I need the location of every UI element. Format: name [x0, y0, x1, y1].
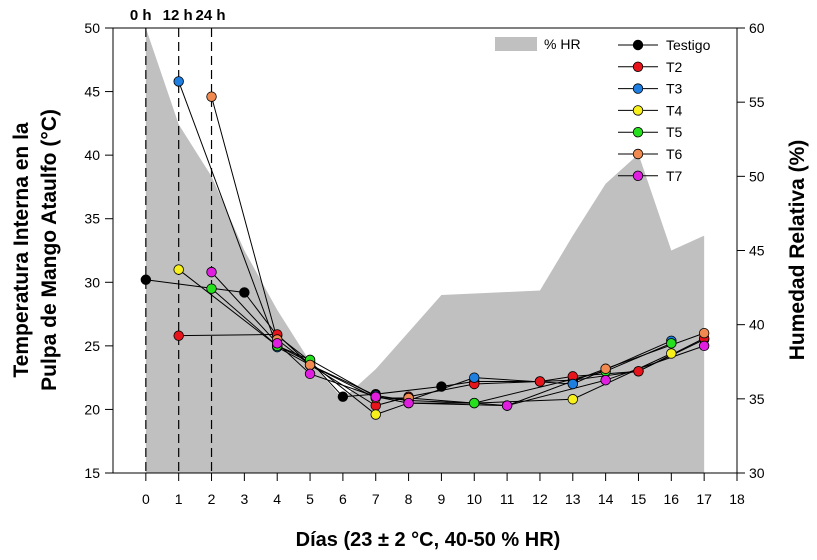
- x-tick-label-1: 1: [175, 491, 183, 507]
- point-Testigo-4: [337, 391, 349, 402]
- y-axis-title-line1: Temperatura Interna en la: [10, 122, 33, 378]
- x-tick-label-0: 0: [142, 491, 150, 507]
- y2-axis-title: Humedad Relativa (%): [786, 140, 809, 361]
- point-T6-6: [600, 363, 611, 374]
- humidity-area: [145, 28, 705, 473]
- x-tick-label-15: 15: [631, 491, 647, 507]
- series-layer: [140, 76, 710, 420]
- point-T6-0: [206, 91, 217, 102]
- point-T3-6: [567, 378, 578, 390]
- legend-label-T2: T2: [666, 59, 683, 75]
- time-marker-label-1: 12 h: [163, 7, 193, 24]
- y2-tick-label-2: 40: [749, 317, 765, 333]
- point-T2-8: [633, 366, 644, 377]
- x-tick-label-8: 8: [405, 491, 413, 507]
- legend-label-Testigo: Testigo: [666, 37, 711, 53]
- point-T4-6: [567, 394, 578, 405]
- point-T3-5: [469, 372, 480, 383]
- legend-marker-T3: [632, 83, 644, 94]
- y-tick-label-5: 40: [84, 147, 100, 163]
- point-T7-3: [370, 391, 381, 402]
- legend-label-hr: % HR: [544, 36, 581, 52]
- y2-tick-label-1: 35: [749, 391, 765, 407]
- time-marker-label-0: 0 h: [130, 7, 152, 24]
- legend-marker-T4: [632, 105, 644, 116]
- y2-tick-label-5: 55: [749, 94, 765, 110]
- y2-tick-label-6: 60: [749, 20, 765, 36]
- legend-label-T5: T5: [666, 124, 683, 140]
- y2-tick-label-3: 45: [749, 243, 765, 259]
- time-marker-layer: 0 h 12 h 24 h: [130, 7, 226, 473]
- x-tick-label-6: 6: [339, 491, 347, 507]
- point-T4-7: [666, 348, 677, 359]
- y-tick-label-0: 15: [84, 465, 100, 481]
- legend-label-T4: T4: [666, 102, 683, 118]
- legend-label-T3: T3: [666, 81, 683, 97]
- y2-tick-label-0: 30: [749, 465, 765, 481]
- point-T5-7: [666, 338, 677, 349]
- humidity-area-layer: [145, 28, 705, 473]
- point-T6-7: [698, 327, 710, 339]
- x-tick-label-5: 5: [306, 491, 314, 507]
- point-T7-5: [501, 400, 513, 411]
- series-line-T6: [211, 96, 705, 407]
- x-tick-label-9: 9: [438, 491, 446, 507]
- x-axis-title: Días (23 ± 2 °C, 40-50 % HR): [296, 529, 561, 551]
- y2-tick-label-4: 50: [749, 168, 765, 184]
- x-tick-label-11: 11: [500, 491, 515, 507]
- point-T3-0: [173, 76, 184, 87]
- point-T4-3: [370, 409, 381, 420]
- x-tick-label-2: 2: [208, 491, 216, 507]
- x-tick-label-17: 17: [696, 491, 712, 507]
- y-tick-label-4: 35: [84, 211, 100, 227]
- legend-marker-T6: [632, 148, 644, 160]
- x-tick-label-18: 18: [729, 491, 745, 507]
- legend: % HR Testigo T2 T3 T4 T5 T6 T7: [495, 36, 711, 184]
- point-T2-6: [534, 376, 546, 387]
- point-T7-2: [304, 368, 316, 380]
- x-tick-label-4: 4: [273, 491, 281, 507]
- x-tick-label-10: 10: [466, 491, 482, 507]
- point-T4-0: [173, 264, 184, 275]
- point-Testigo-1: [239, 287, 250, 298]
- legend-swatch-hr: [495, 37, 537, 51]
- x-tick-label-12: 12: [532, 491, 548, 507]
- y-tick-label-2: 25: [84, 338, 100, 354]
- y-tick-label-3: 30: [84, 274, 100, 290]
- point-T7-4: [403, 397, 414, 409]
- legend-marker-Testigo: [632, 39, 644, 51]
- y-tick-label-7: 50: [84, 20, 100, 36]
- legend-label-T6: T6: [666, 146, 683, 162]
- point-T5-0: [206, 283, 217, 294]
- point-Testigo-6: [436, 381, 447, 392]
- legend-label-T7: T7: [666, 168, 683, 184]
- time-marker-label-2: 24 h: [196, 7, 226, 24]
- x-tick-label-16: 16: [664, 491, 680, 507]
- y-tick-label-6: 45: [84, 84, 100, 100]
- x-tick-label-3: 3: [240, 491, 248, 507]
- point-T5-5: [469, 397, 480, 409]
- point-T6-2: [304, 359, 316, 371]
- x-tick-label-13: 13: [565, 491, 581, 507]
- point-T7-1: [272, 338, 283, 349]
- point-T7-7: [698, 340, 710, 352]
- point-T7-6: [600, 374, 611, 386]
- x-tick-label-7: 7: [372, 491, 380, 507]
- legend-marker-T2: [632, 61, 644, 73]
- point-T7-0: [206, 266, 217, 278]
- legend-marker-T5: [632, 126, 644, 138]
- x-tick-label-14: 14: [598, 491, 614, 507]
- y-tick-label-1: 20: [84, 401, 100, 417]
- point-Testigo-0: [140, 274, 152, 285]
- axis-layer: 0 1 2 3 4 5 6 7 8 9 10 11 12 13 14 15 16 17 18152025303540…: [84, 20, 764, 507]
- point-T2-0: [173, 330, 184, 341]
- legend-marker-T7: [632, 170, 644, 182]
- series-line-T7: [211, 271, 705, 407]
- y-axis-title-line2: Pulpa de Mango Ataulfo (°C): [38, 109, 61, 391]
